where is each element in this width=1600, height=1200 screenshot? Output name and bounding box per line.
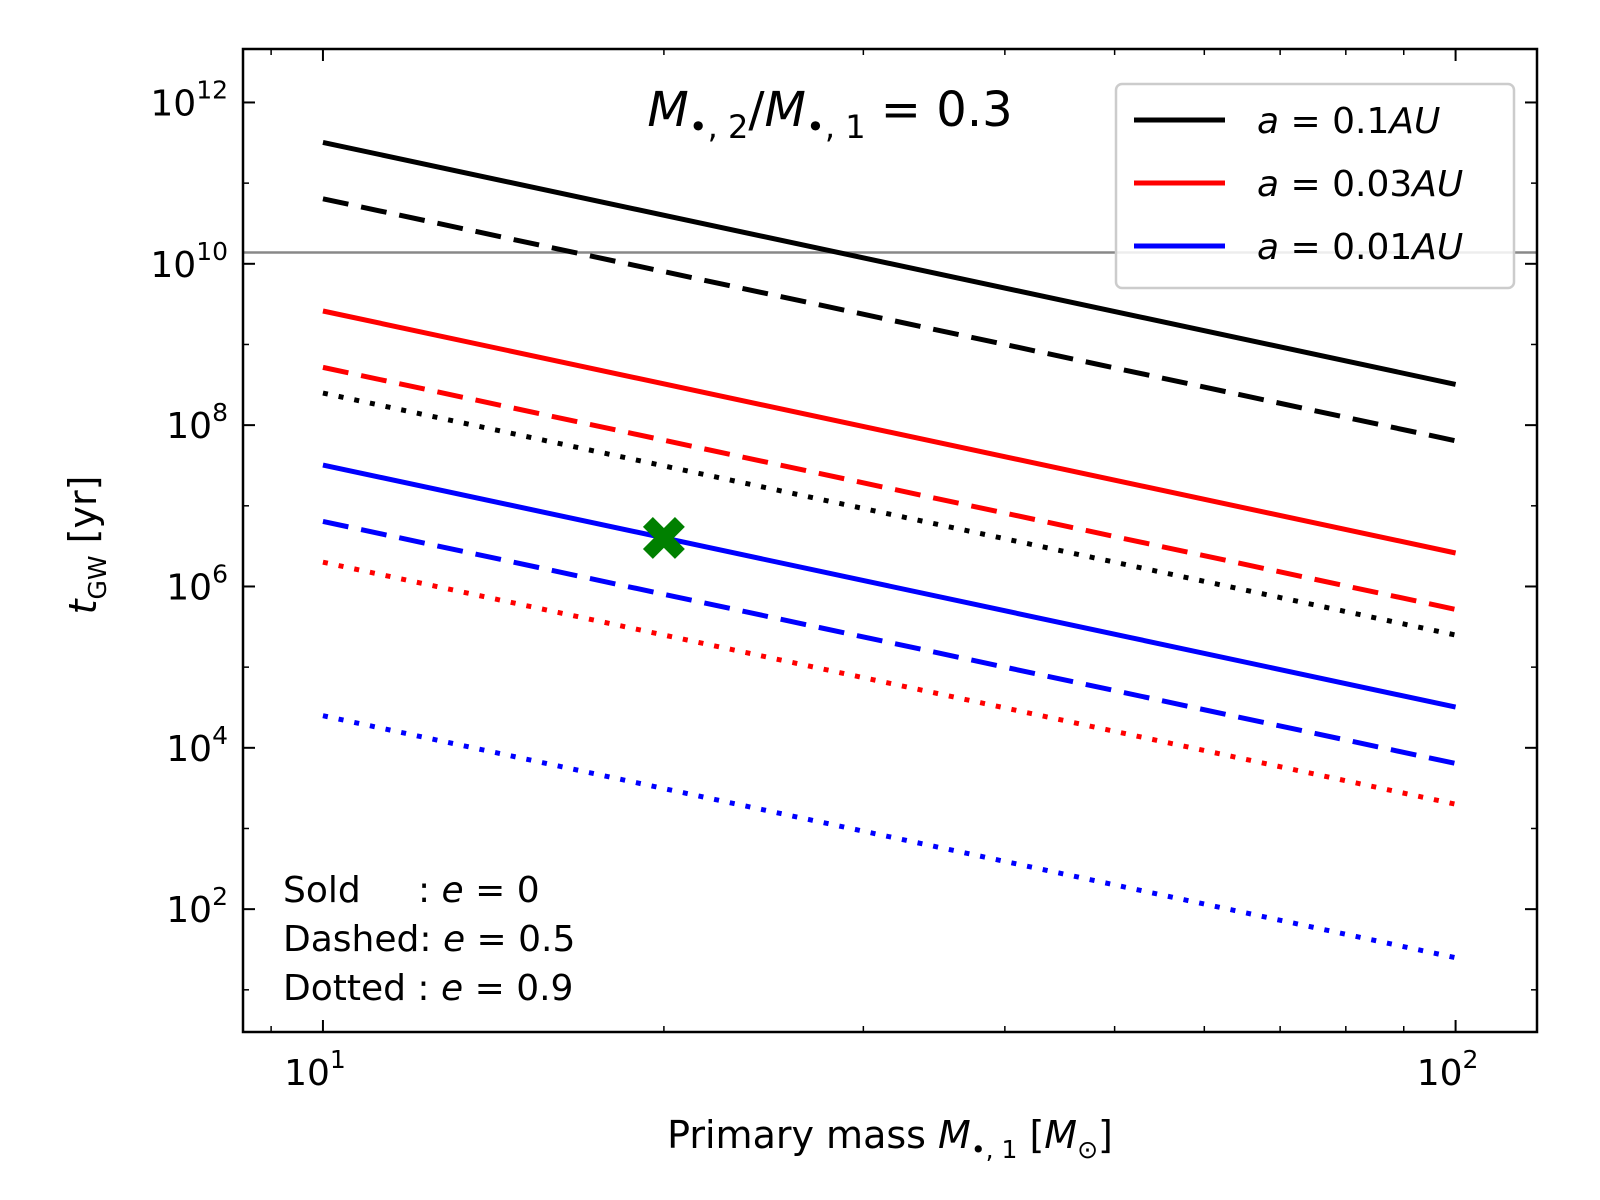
legend-label-0: a = 0.1AU (1257, 101, 1440, 142)
legend-label-1: a = 0.03AU (1257, 164, 1463, 205)
y-tick-label-4: 1010 (150, 237, 228, 286)
legend-label-2: a = 0.01AU (1257, 227, 1463, 268)
legend: a = 0.1AU a = 0.03AU a = 0.01AU (1114, 82, 1516, 290)
x-axis-label: Primary mass M•, 1 [M⊙] (667, 1113, 1113, 1164)
linestyle-annotation: Sold : e = 0 Dashed: e = 0.5 Dotted : e … (283, 870, 575, 1009)
annotation-dotted: Dotted : e = 0.9 (283, 968, 573, 1009)
series-layer (243, 139, 1537, 961)
plot-frame (241, 47, 1539, 1034)
y-axis-label: tGW [yr] (61, 476, 112, 615)
series-line-8 (322, 713, 1457, 961)
legend-box (1114, 82, 1516, 290)
series-line-2 (322, 390, 1457, 638)
annotation-dashed: Dashed: e = 0.5 (283, 919, 575, 960)
y-tick-label-5: 1012 (150, 75, 228, 124)
annotation-solid: Sold : e = 0 (283, 870, 540, 911)
x-tick-label-0: 101 (284, 1045, 346, 1094)
series-line-3 (322, 308, 1457, 556)
series-line-0 (322, 139, 1457, 387)
marker-x-stroke-2 (642, 516, 685, 559)
tick-layer: 102 104 106 108 1010 1012 101 102 (150, 49, 1537, 1094)
y-tick-label-2: 106 (166, 559, 228, 608)
series-line-5 (322, 559, 1457, 807)
y-tick-label-0: 102 (166, 882, 228, 931)
series-line-6 (322, 462, 1457, 710)
y-tick-label-1: 104 (166, 721, 228, 770)
x-tick-label-1: 102 (1417, 1045, 1479, 1094)
chart-title: M•, 2/M•, 1 = 0.3 (647, 82, 1012, 146)
marker-x (642, 516, 685, 559)
y-tick-label-3: 108 (166, 398, 228, 447)
